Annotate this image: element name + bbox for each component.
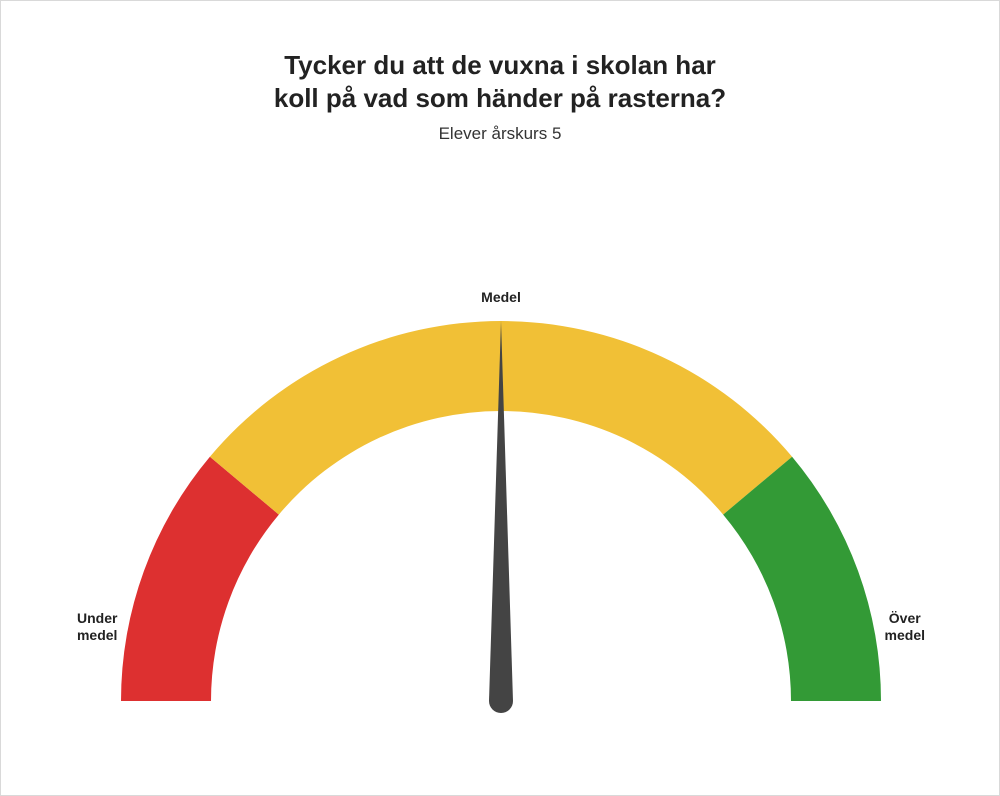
gauge: Under medel Medel Över medel xyxy=(61,201,941,701)
gauge-label-medel: Medel xyxy=(471,289,531,306)
title-line-1: Tycker du att de vuxna i skolan har xyxy=(1,49,999,82)
label-top-text: Medel xyxy=(481,289,521,305)
label-right-line2: medel xyxy=(885,627,925,643)
title-block: Tycker du att de vuxna i skolan har koll… xyxy=(1,49,999,144)
gauge-svg xyxy=(61,201,941,721)
subtitle: Elever årskurs 5 xyxy=(1,124,999,144)
gauge-label-over-medel: Över medel xyxy=(875,610,935,644)
gauge-label-under-medel: Under medel xyxy=(67,610,127,644)
label-left-line2: medel xyxy=(77,627,117,643)
label-left-line1: Under xyxy=(77,610,117,626)
label-right-line1: Över xyxy=(889,610,921,626)
chart-frame: Tycker du att de vuxna i skolan har koll… xyxy=(0,0,1000,796)
title-line-2: koll på vad som händer på rasterna? xyxy=(1,82,999,115)
